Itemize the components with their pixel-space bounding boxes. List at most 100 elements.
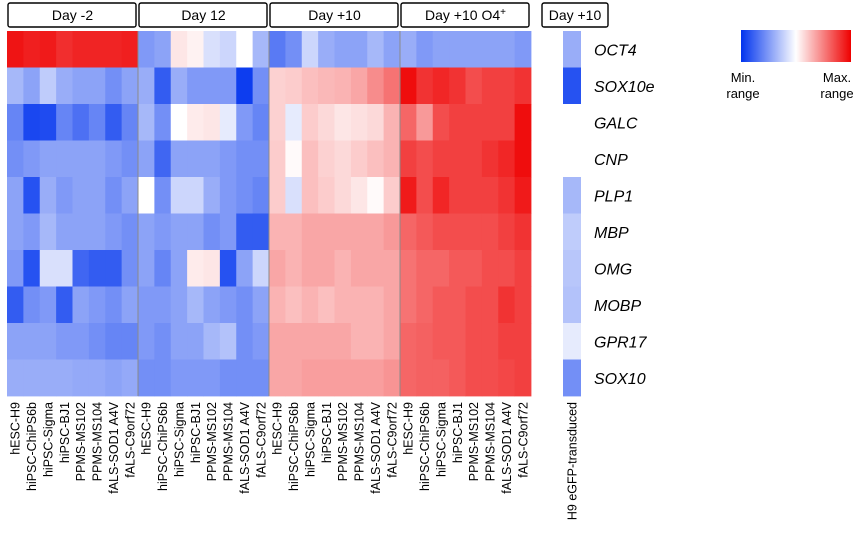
cell-cnp-g2-fals-c9orf72 <box>252 140 270 178</box>
cell-plp1-g1-ppms-ms102 <box>72 177 90 214</box>
cell-mbp-g3-ppms-ms102 <box>334 213 352 251</box>
cell-sox10-g4-hipsc-bj1 <box>449 359 466 397</box>
scale-min-label-line1: Min. <box>731 70 756 85</box>
cell-gpr17-g4-hipsc-bj1 <box>449 323 466 360</box>
cell-oct4-g2-hipsc-sigma <box>170 31 188 68</box>
cell-omg-g1-fals-c9orf72 <box>121 250 139 287</box>
cell-cnp-g2-hipsc-bj1 <box>187 140 204 178</box>
cell-plp1-g1-hesc-h9 <box>7 177 24 214</box>
side-cell-cnp <box>563 140 581 178</box>
cell-galc-g2-ppms-ms104 <box>219 104 237 141</box>
gene-label-plp1: PLP1 <box>594 188 633 205</box>
cell-cnp-g3-ppms-ms102 <box>334 140 352 178</box>
cell-mbp-g1-hipsc-bj1 <box>56 213 73 251</box>
cell-galc-g4-hipsc-sigma <box>432 104 450 141</box>
cell-oct4-g1-hipsc-chips6b <box>23 31 41 68</box>
cell-omg-g2-hipsc-chips6b <box>154 250 172 287</box>
cell-oct4-g3-hipsc-bj1 <box>318 31 335 68</box>
cell-mbp-g4-ppms-ms104 <box>481 213 499 251</box>
cell-mbp-g2-hipsc-sigma <box>170 213 188 251</box>
cell-cnp-g2-fals-sod1-a4v <box>236 140 254 178</box>
cell-sox10-g4-hipsc-chips6b <box>416 359 434 397</box>
cell-mbp-g1-ppms-ms102 <box>72 213 90 251</box>
group-header-box-day-2 <box>7 2 137 28</box>
scale-min-label-line2: range <box>726 86 759 101</box>
cell-galc-g2-fals-sod1-a4v <box>236 104 254 141</box>
cell-gpr17-g4-fals-sod1-a4v <box>498 323 516 360</box>
cell-mbp-g4-fals-sod1-a4v <box>498 213 516 251</box>
cell-sox10-g2-ppms-ms104 <box>219 359 237 397</box>
cell-sox10e-g2-hipsc-chips6b <box>154 67 172 105</box>
cell-sox10-g3-ppms-ms104 <box>350 359 368 397</box>
cell-mbp-g1-ppms-ms104 <box>88 213 106 251</box>
cell-sox10e-g2-hipsc-bj1 <box>187 67 204 105</box>
cell-gpr17-g3-hipsc-bj1 <box>318 323 335 360</box>
cell-galc-g1-ppms-ms102 <box>72 104 90 141</box>
column-label-hipsc-chips6b: hiPSC-ChiPS6b <box>156 402 170 491</box>
cell-sox10-g3-ppms-ms102 <box>334 359 352 397</box>
cell-omg-g3-hipsc-bj1 <box>318 250 335 287</box>
cell-sox10e-g4-fals-c9orf72 <box>514 67 532 105</box>
cell-omg-g1-fals-sod1-a4v <box>105 250 123 287</box>
cell-galc-g4-fals-sod1-a4v <box>498 104 516 141</box>
cell-mbp-g2-hesc-h9 <box>138 213 155 251</box>
cell-oct4-g4-hesc-h9 <box>400 31 417 68</box>
cell-cnp-g2-hipsc-chips6b <box>154 140 172 178</box>
cell-sox10e-g2-hipsc-sigma <box>170 67 188 105</box>
cell-gpr17-g3-hesc-h9 <box>269 323 286 360</box>
cell-plp1-g3-hesc-h9 <box>269 177 286 214</box>
cell-plp1-g2-hipsc-chips6b <box>154 177 172 214</box>
cell-galc-g4-ppms-ms102 <box>465 104 483 141</box>
cell-sox10-g4-fals-c9orf72 <box>514 359 532 397</box>
column-label-fals-sod1-a4v: fALS-SOD1 A4V <box>107 401 121 493</box>
cell-gpr17-g2-hipsc-bj1 <box>187 323 204 360</box>
cell-oct4-g4-hipsc-sigma <box>432 31 450 68</box>
cell-sox10-g2-hesc-h9 <box>138 359 155 397</box>
cell-plp1-g3-hipsc-chips6b <box>285 177 303 214</box>
cell-gpr17-g2-fals-c9orf72 <box>252 323 270 360</box>
cell-oct4-g1-hipsc-bj1 <box>56 31 73 68</box>
cell-mbp-g3-fals-sod1-a4v <box>367 213 385 251</box>
side-cell-mobp <box>563 286 581 324</box>
cell-cnp-g3-hipsc-sigma <box>301 140 319 178</box>
cell-mobp-g4-hipsc-sigma <box>432 286 450 324</box>
gene-labels: OCT4 SOX10e GALC CNP PLP1 MBP OMG MOBP GPR17 SOX1… <box>594 42 655 388</box>
gene-label-sox10: SOX10 <box>594 371 646 388</box>
column-label-hesc-h9: hESC-H9 <box>9 402 23 455</box>
cell-omg-g2-ppms-ms102 <box>203 250 221 287</box>
column-label-ppms-ms104: PPMS-MS104 <box>222 402 236 481</box>
cell-sox10e-g1-hipsc-chips6b <box>23 67 41 105</box>
cell-gpr17-g3-fals-c9orf72 <box>383 323 401 360</box>
cell-plp1-g1-hipsc-chips6b <box>23 177 41 214</box>
cell-oct4-g2-hipsc-chips6b <box>154 31 172 68</box>
cell-cnp-g4-ppms-ms102 <box>465 140 483 178</box>
cell-cnp-g2-ppms-ms104 <box>219 140 237 178</box>
cell-mbp-g2-ppms-ms104 <box>219 213 237 251</box>
cell-sox10-g1-hipsc-sigma <box>39 359 57 397</box>
cell-gpr17-g2-ppms-ms104 <box>219 323 237 360</box>
cell-sox10e-g4-hipsc-chips6b <box>416 67 434 105</box>
cell-galc-g3-ppms-ms104 <box>350 104 368 141</box>
cell-mbp-g3-hipsc-sigma <box>301 213 319 251</box>
cell-plp1-g1-ppms-ms104 <box>88 177 106 214</box>
cell-sox10e-g4-hipsc-bj1 <box>449 67 466 105</box>
cell-galc-g2-hipsc-sigma <box>170 104 188 141</box>
cell-omg-g2-hesc-h9 <box>138 250 155 287</box>
cell-sox10e-g4-fals-sod1-a4v <box>498 67 516 105</box>
cell-cnp-g3-fals-c9orf72 <box>383 140 401 178</box>
cell-omg-g3-ppms-ms102 <box>334 250 352 287</box>
cell-plp1-g4-hesc-h9 <box>400 177 417 214</box>
cell-mobp-g2-ppms-ms102 <box>203 286 221 324</box>
cell-mobp-g2-hipsc-bj1 <box>187 286 204 324</box>
cell-galc-g4-ppms-ms104 <box>481 104 499 141</box>
cell-galc-g2-hesc-h9 <box>138 104 155 141</box>
cell-sox10e-g1-hesc-h9 <box>7 67 24 105</box>
cell-sox10-g3-hesc-h9 <box>269 359 286 397</box>
column-label-hipsc-chips6b: hiPSC-ChiPS6b <box>25 402 39 491</box>
cell-oct4-g2-fals-sod1-a4v <box>236 31 254 68</box>
column-label-ppms-ms102: PPMS-MS102 <box>336 402 350 481</box>
cell-mbp-g3-fals-c9orf72 <box>383 213 401 251</box>
cell-sox10-g1-ppms-ms104 <box>88 359 106 397</box>
side-cell-gpr17 <box>563 323 581 360</box>
